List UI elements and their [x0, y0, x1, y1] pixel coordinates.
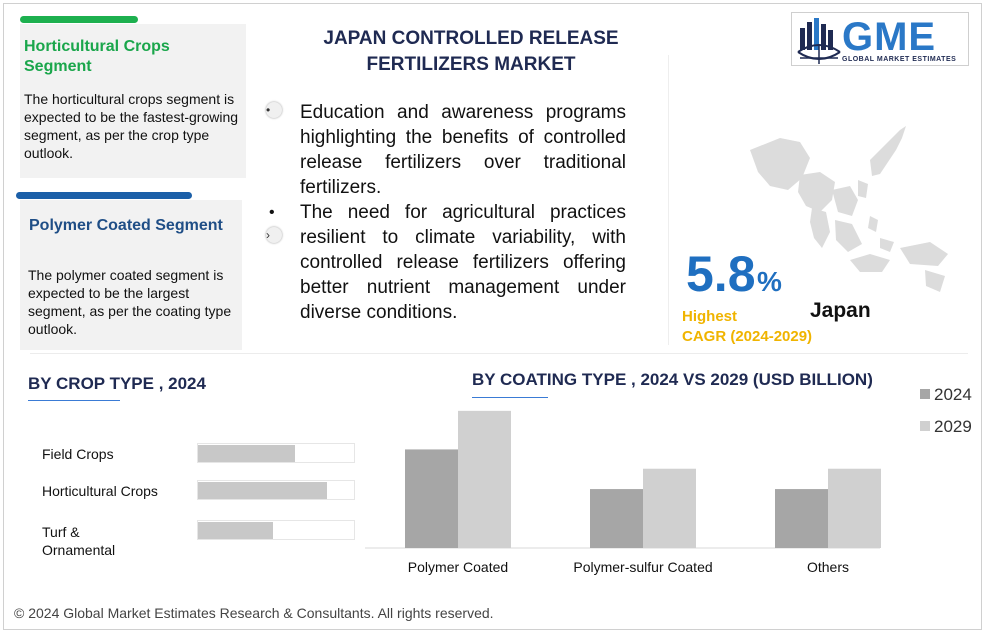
card-heading: Polymer Coated Segment	[29, 217, 223, 234]
page-title: JAPAN CONTROLLED RELEASE FERTILIZERS MAR…	[323, 28, 619, 75]
x-tick-label: Polymer-sulfur Coated	[573, 559, 712, 575]
cagr-unit: %	[757, 266, 782, 297]
crop-bar-track	[197, 520, 355, 540]
legend-swatch	[920, 389, 930, 399]
legend-label: 2024	[934, 385, 972, 404]
bullet-item: • › The need for agricultural practices …	[266, 200, 626, 325]
logo-text: GME	[842, 15, 937, 59]
card-text: The polymer coated segment is expected t…	[28, 267, 232, 337]
coating-type-chart-title: BY COATING TYPE , 2024 VS 2029 (USD BILL…	[472, 370, 873, 389]
asia-map	[750, 126, 948, 292]
cagr-period-label: CAGR (2024-2029)	[682, 328, 813, 345]
card-heading: Horticultural Crops Segment	[24, 38, 170, 75]
country-label: Japan	[810, 299, 871, 322]
crop-bar-label: Field Crops	[42, 446, 114, 462]
crop-bar-row: Turf & Ornamental	[42, 520, 362, 560]
crop-bar	[198, 445, 295, 462]
bullet-text: Education and awareness programs highlig…	[300, 102, 626, 198]
title-underline	[28, 400, 120, 401]
bullet-item: • Education and awareness programs highl…	[266, 100, 626, 200]
coating-bar-2029	[643, 468, 696, 548]
chevron-circle-icon: ›	[266, 227, 282, 243]
coating-bar-2029	[458, 410, 511, 548]
title-underline	[472, 397, 548, 398]
x-tick-label: Polymer Coated	[408, 559, 508, 575]
polymer-segment-card: Polymer Coated Segment The polymer coate…	[16, 192, 242, 350]
card-accent-bar	[16, 192, 192, 199]
cagr-value: 5.8	[686, 246, 756, 302]
crop-bar-row: Field Crops	[42, 443, 362, 465]
copyright-footer: © 2024 Global Market Estimates Research …	[14, 605, 494, 621]
chevron-circle-icon: •	[266, 102, 282, 118]
bullet-list: • Education and awareness programs highl…	[266, 100, 626, 325]
legend-label: 2029	[934, 417, 972, 436]
infographic-frame	[3, 3, 982, 630]
legend-swatch	[920, 421, 930, 431]
card-accent-bar	[20, 16, 138, 23]
bullet-dot-icon: •	[269, 204, 275, 221]
coating-bar-2024	[405, 449, 458, 548]
horizontal-divider	[30, 353, 968, 354]
coating-type-bar-chart: Polymer Coated Polymer-sulfur Coated Other…	[365, 385, 972, 575]
crop-type-chart-title: BY CROP TYPE , 2024	[28, 374, 206, 393]
crop-bar-track	[197, 480, 355, 500]
bullet-text: The need for agricultural practices resi…	[300, 202, 626, 323]
coating-bar-2024	[775, 489, 828, 548]
logo-subtitle: GLOBAL MARKET ESTIMATES	[842, 56, 957, 63]
crop-bar-label: Horticultural Crops	[42, 483, 158, 499]
vertical-divider	[668, 55, 669, 345]
crop-bar-label: Turf & Ornamental	[42, 524, 116, 558]
globe-icon	[797, 18, 841, 64]
highest-label: Highest	[682, 308, 738, 325]
coating-bar-2029	[828, 468, 881, 548]
crop-bar-track	[197, 443, 355, 463]
crop-bar-row: Horticultural Crops	[42, 480, 362, 502]
gme-logo: GME GLOBAL MARKET ESTIMATES	[791, 12, 969, 66]
card-text: The horticultural crops segment is expec…	[24, 91, 239, 161]
crop-bar	[198, 522, 273, 539]
coating-bar-2024	[590, 489, 643, 548]
x-tick-label: Others	[807, 559, 849, 575]
horticultural-segment-card: Horticultural Crops Segment The horticul…	[20, 16, 246, 178]
crop-bar	[198, 482, 328, 499]
